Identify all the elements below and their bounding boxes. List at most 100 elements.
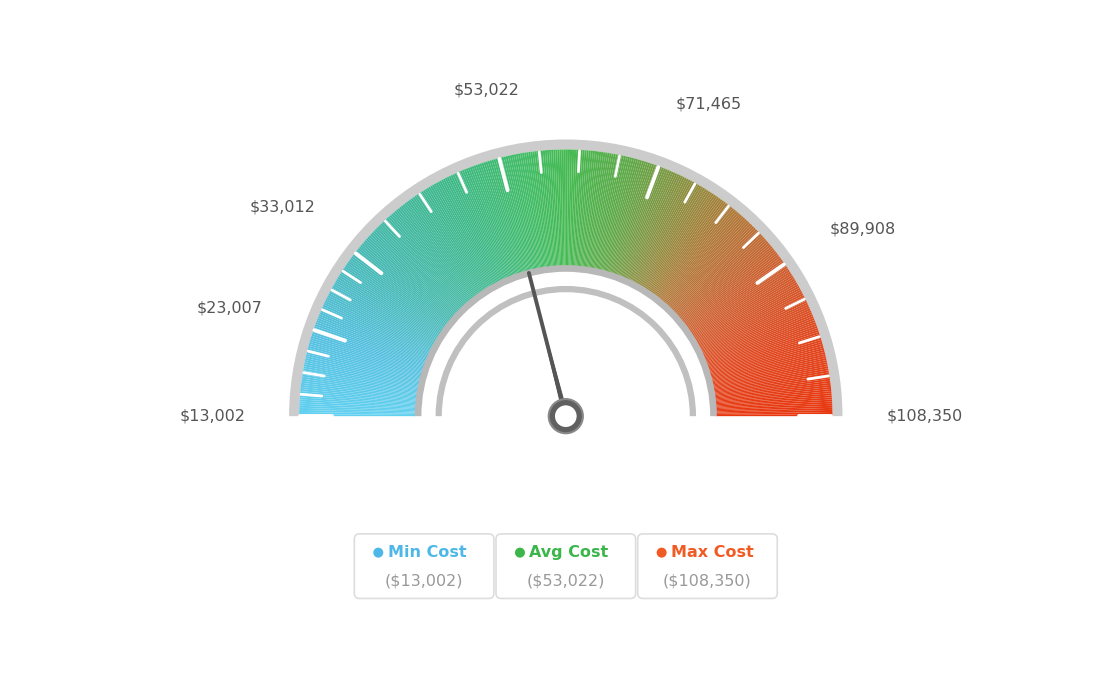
Wedge shape [564,150,566,266]
Wedge shape [712,360,827,386]
Wedge shape [677,237,764,316]
Wedge shape [640,184,700,286]
Wedge shape [321,308,428,357]
Wedge shape [386,217,466,305]
Text: ($13,002): ($13,002) [385,573,464,589]
Wedge shape [545,150,555,266]
Text: $53,022: $53,022 [454,82,520,97]
Wedge shape [699,293,804,348]
Text: Avg Cost: Avg Cost [529,545,608,560]
Wedge shape [524,152,543,268]
Wedge shape [551,150,559,266]
Wedge shape [601,157,630,270]
Wedge shape [673,230,758,313]
Wedge shape [578,150,591,267]
Wedge shape [634,179,689,283]
Wedge shape [340,273,439,337]
Wedge shape [681,246,773,322]
Wedge shape [713,364,828,388]
Wedge shape [715,400,832,408]
Wedge shape [698,290,802,346]
Wedge shape [302,371,418,391]
Wedge shape [618,166,660,276]
Wedge shape [325,301,431,353]
Wedge shape [346,264,443,332]
Wedge shape [656,203,728,297]
Wedge shape [651,197,719,293]
Wedge shape [714,377,830,395]
Wedge shape [692,271,790,336]
Wedge shape [331,288,434,345]
Wedge shape [305,358,420,384]
Wedge shape [577,150,588,267]
Wedge shape [413,197,480,293]
Wedge shape [301,383,417,399]
Wedge shape [318,316,427,361]
Wedge shape [417,193,484,291]
Wedge shape [625,171,673,279]
Wedge shape [311,336,423,372]
Wedge shape [715,389,831,402]
Wedge shape [645,190,709,290]
Wedge shape [299,404,416,411]
Text: ($53,022): ($53,022) [527,573,605,589]
Wedge shape [665,215,742,304]
Wedge shape [391,213,468,303]
Wedge shape [571,150,576,266]
Wedge shape [537,151,551,267]
Wedge shape [707,324,817,365]
Wedge shape [635,179,691,284]
Wedge shape [338,277,438,339]
Wedge shape [712,358,827,384]
Wedge shape [560,150,563,266]
Wedge shape [330,290,434,346]
Wedge shape [378,226,460,310]
Wedge shape [582,151,597,267]
Wedge shape [715,397,832,406]
Wedge shape [614,163,652,274]
Wedge shape [437,181,495,285]
Wedge shape [715,408,832,413]
Wedge shape [364,240,454,318]
Wedge shape [498,158,529,271]
Wedge shape [399,207,473,299]
Wedge shape [715,412,832,415]
Wedge shape [675,232,761,313]
Wedge shape [358,248,449,322]
Wedge shape [375,228,459,311]
Wedge shape [715,391,831,403]
Wedge shape [301,377,417,395]
Wedge shape [715,410,832,414]
Wedge shape [379,225,461,309]
Wedge shape [302,375,417,394]
Wedge shape [445,177,499,282]
Wedge shape [707,322,816,364]
Wedge shape [679,241,768,319]
Wedge shape [423,190,487,290]
Wedge shape [633,177,687,282]
Wedge shape [310,337,423,373]
Circle shape [549,399,583,433]
Wedge shape [355,251,448,324]
Wedge shape [307,352,421,381]
Wedge shape [404,203,476,297]
Wedge shape [697,284,798,343]
Wedge shape [425,189,488,289]
Wedge shape [301,381,417,397]
Wedge shape [622,168,666,277]
Wedge shape [711,350,825,380]
Wedge shape [310,339,422,374]
Wedge shape [714,375,829,394]
Wedge shape [615,164,655,275]
Wedge shape [322,304,429,355]
Wedge shape [363,241,453,319]
Wedge shape [343,268,442,334]
Wedge shape [365,238,454,317]
Wedge shape [402,204,475,297]
Wedge shape [309,342,422,375]
Wedge shape [688,261,784,330]
Wedge shape [609,161,646,273]
Wedge shape [694,280,796,341]
Wedge shape [684,253,778,325]
Wedge shape [428,186,489,288]
